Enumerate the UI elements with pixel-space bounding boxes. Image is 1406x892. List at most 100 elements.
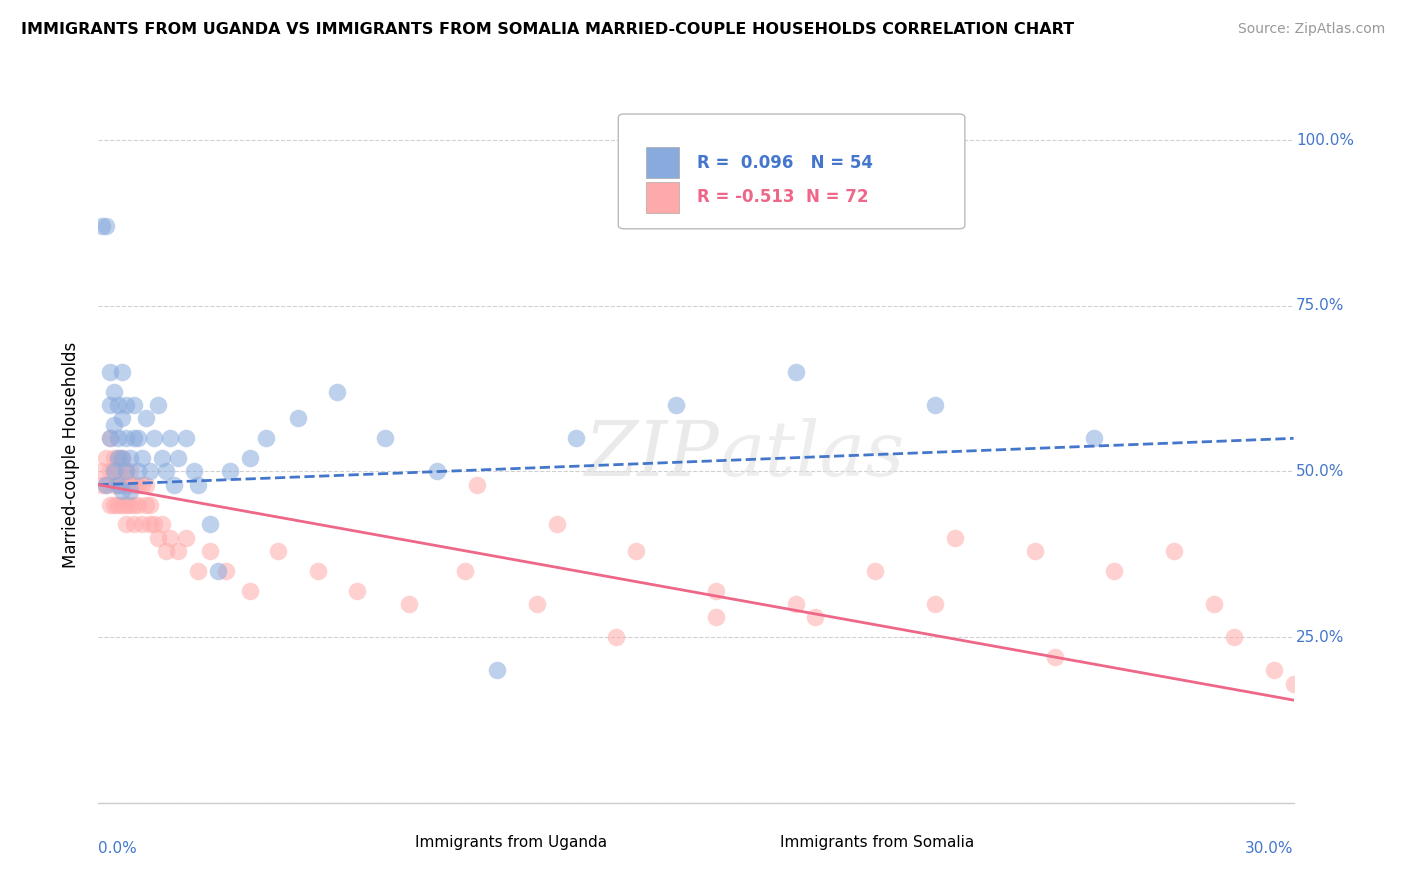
- Point: [150, 517, 173, 532]
- Point: [139, 498, 162, 512]
- Point: [98, 431, 122, 445]
- Point: [127, 465, 149, 479]
- Point: [159, 531, 181, 545]
- Point: [111, 365, 134, 379]
- Point: [103, 477, 125, 491]
- Point: [150, 451, 173, 466]
- Point: [107, 498, 129, 512]
- Point: [326, 384, 349, 399]
- Point: [526, 597, 548, 611]
- Text: Immigrants from Somalia: Immigrants from Somalia: [779, 835, 974, 850]
- FancyBboxPatch shape: [382, 832, 409, 853]
- Point: [103, 451, 125, 466]
- Point: [943, 531, 966, 545]
- Point: [167, 544, 190, 558]
- Point: [155, 544, 177, 558]
- Y-axis label: Married-couple Households: Married-couple Households: [62, 342, 80, 568]
- Point: [198, 517, 221, 532]
- Point: [624, 544, 647, 558]
- Point: [704, 610, 727, 624]
- Point: [1263, 663, 1285, 677]
- Point: [98, 498, 122, 512]
- Point: [155, 465, 177, 479]
- Text: 100.0%: 100.0%: [1296, 133, 1354, 148]
- Point: [239, 451, 262, 466]
- Point: [148, 531, 170, 545]
- Point: [98, 398, 122, 412]
- Point: [785, 365, 807, 379]
- Text: 75.0%: 75.0%: [1296, 298, 1344, 313]
- Point: [139, 517, 162, 532]
- Point: [139, 465, 162, 479]
- Point: [98, 465, 122, 479]
- Text: R =  0.096   N = 54: R = 0.096 N = 54: [697, 153, 873, 171]
- Point: [124, 517, 146, 532]
- Point: [159, 431, 181, 445]
- Point: [115, 477, 138, 491]
- Point: [143, 517, 166, 532]
- Point: [115, 517, 138, 532]
- Point: [120, 477, 142, 491]
- Text: R = -0.513  N = 72: R = -0.513 N = 72: [697, 188, 869, 206]
- Point: [174, 531, 197, 545]
- FancyBboxPatch shape: [619, 114, 965, 229]
- Point: [98, 365, 122, 379]
- Point: [924, 398, 946, 412]
- Point: [287, 411, 309, 425]
- Point: [115, 465, 138, 479]
- Point: [1043, 650, 1066, 665]
- Point: [107, 398, 129, 412]
- Point: [96, 219, 118, 234]
- Point: [111, 411, 134, 425]
- Point: [107, 451, 129, 466]
- Text: IMMIGRANTS FROM UGANDA VS IMMIGRANTS FROM SOMALIA MARRIED-COUPLE HOUSEHOLDS CORR: IMMIGRANTS FROM UGANDA VS IMMIGRANTS FRO…: [21, 22, 1074, 37]
- Point: [131, 451, 153, 466]
- Point: [135, 477, 157, 491]
- Point: [465, 477, 488, 491]
- Point: [254, 431, 277, 445]
- Point: [1024, 544, 1046, 558]
- Point: [124, 398, 146, 412]
- Point: [111, 451, 134, 466]
- Point: [398, 597, 420, 611]
- Point: [187, 477, 209, 491]
- Point: [124, 431, 146, 445]
- Point: [131, 477, 153, 491]
- Point: [374, 431, 396, 445]
- FancyBboxPatch shape: [645, 182, 679, 213]
- Point: [1222, 630, 1246, 644]
- Point: [120, 484, 142, 499]
- Point: [135, 411, 157, 425]
- Point: [103, 418, 125, 433]
- FancyBboxPatch shape: [744, 832, 770, 853]
- Text: Immigrants from Uganda: Immigrants from Uganda: [415, 835, 607, 850]
- Point: [215, 564, 238, 578]
- Point: [115, 465, 138, 479]
- Point: [163, 477, 186, 491]
- Point: [111, 477, 134, 491]
- Point: [120, 451, 142, 466]
- Point: [103, 498, 125, 512]
- Point: [107, 477, 129, 491]
- Point: [207, 564, 229, 578]
- FancyBboxPatch shape: [645, 147, 679, 178]
- Point: [167, 451, 190, 466]
- Point: [98, 431, 122, 445]
- Point: [127, 431, 149, 445]
- Point: [115, 498, 138, 512]
- Text: 50.0%: 50.0%: [1296, 464, 1344, 479]
- Point: [307, 564, 329, 578]
- Point: [198, 544, 221, 558]
- Point: [785, 597, 807, 611]
- Point: [148, 398, 170, 412]
- Point: [546, 517, 568, 532]
- Point: [96, 477, 118, 491]
- Point: [127, 477, 149, 491]
- Point: [605, 630, 627, 644]
- Point: [804, 610, 827, 624]
- Point: [1163, 544, 1185, 558]
- Point: [107, 451, 129, 466]
- Point: [565, 431, 588, 445]
- Point: [107, 477, 129, 491]
- Point: [1083, 431, 1105, 445]
